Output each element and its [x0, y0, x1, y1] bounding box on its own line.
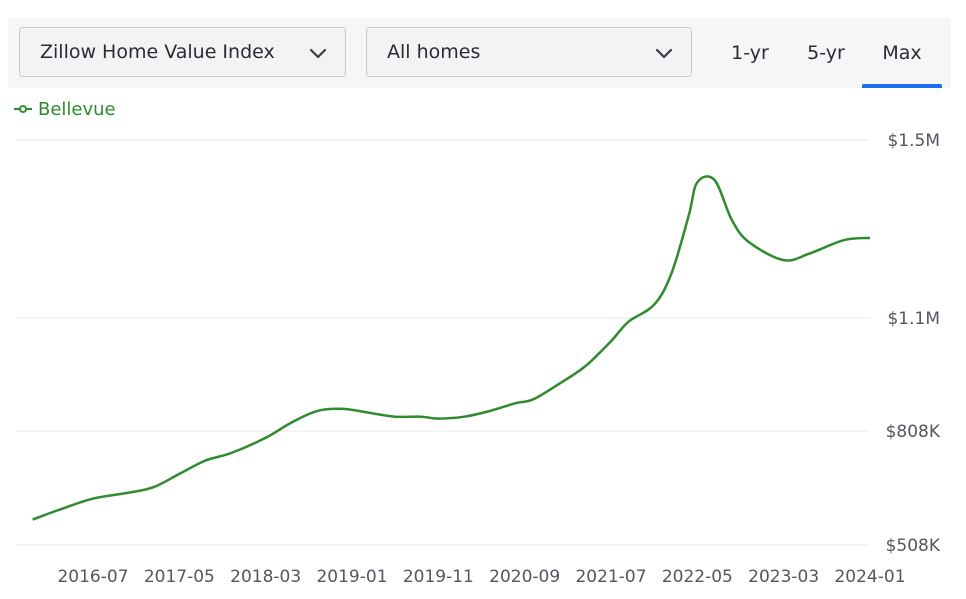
chart-legend[interactable]: Bellevue: [14, 97, 116, 121]
y-tick-label: $508K: [886, 536, 941, 556]
metric-dropdown-label: Zillow Home Value Index: [40, 41, 275, 63]
x-tick-label: 2023-03: [748, 567, 819, 587]
tab-5-yr-label: 5-yr: [807, 42, 845, 64]
line-with-circle-icon: [14, 105, 32, 113]
x-tick-label: 2018-03: [230, 567, 301, 587]
x-tick-label: 2021-07: [575, 567, 646, 587]
x-axis: 2016-07 2017-05 2018-03 2019-01 2019-11 2020-…: [57, 567, 905, 587]
x-tick-label: 2017-05: [144, 567, 215, 587]
series-lines: [32, 175, 871, 521]
y-tick-label: $1.5M: [887, 131, 940, 151]
x-tick-label: 2020-09: [489, 567, 560, 587]
metric-dropdown[interactable]: Zillow Home Value Index: [19, 27, 346, 77]
tab-max[interactable]: Max: [862, 18, 942, 88]
x-tick-label: 2016-07: [57, 567, 128, 587]
grid-lines: [16, 139, 870, 546]
home-type-dropdown[interactable]: All homes: [366, 27, 692, 77]
x-tick-label: 2019-01: [316, 567, 387, 587]
home-type-dropdown-label: All homes: [387, 41, 481, 63]
x-tick-label: 2022-05: [662, 567, 733, 587]
chevron-down-icon: [309, 48, 327, 59]
tab-1-yr-label: 1-yr: [731, 42, 769, 64]
x-tick-label: 2019-11: [403, 567, 474, 587]
y-tick-label: $808K: [886, 422, 941, 442]
series-line-bellevue[interactable]: [32, 175, 871, 521]
x-tick-label: 2024-01: [834, 567, 905, 587]
tab-5-yr[interactable]: 5-yr: [796, 18, 856, 88]
legend-series-name: Bellevue: [38, 98, 116, 120]
y-tick-label: $1.1M: [887, 309, 940, 329]
chart-controls: Zillow Home Value Index All homes 1-yr 5…: [8, 18, 951, 88]
tab-max-label: Max: [882, 42, 922, 64]
tab-1-yr[interactable]: 1-yr: [720, 18, 780, 88]
chevron-down-icon: [655, 48, 673, 59]
y-axis: $1.5M $1.1M $808K $508K: [886, 131, 941, 556]
active-tab-indicator: [862, 84, 942, 88]
